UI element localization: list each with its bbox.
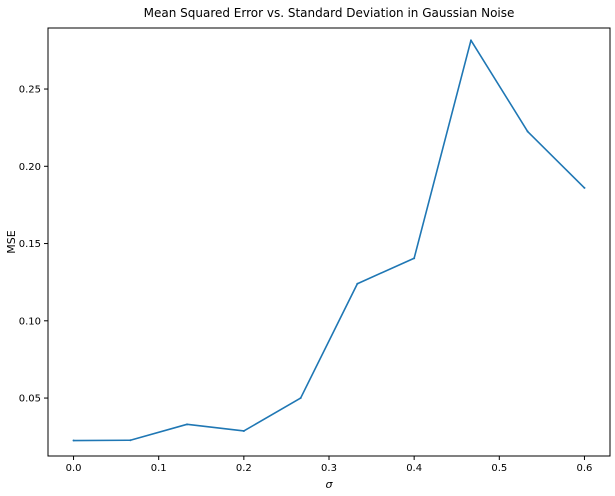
- y-tick-label: 0.05: [19, 394, 41, 405]
- data-point: [583, 186, 586, 189]
- y-tick-label: 0.20: [19, 162, 41, 173]
- x-tick-label: 0.4: [406, 463, 422, 474]
- x-tick-label: 0.3: [321, 463, 337, 474]
- series-layer: [72, 39, 586, 442]
- x-tick-label: 0.1: [151, 463, 167, 474]
- y-axis: 0.05 0.10 0.15 0.20 0.25: [19, 85, 48, 405]
- data-point: [186, 423, 189, 426]
- plot-area: [47, 27, 611, 457]
- data-point: [356, 282, 359, 285]
- data-point: [129, 439, 132, 442]
- y-tick-label: 0.25: [19, 85, 41, 96]
- chart-title: Mean Squared Error vs. Standard Deviatio…: [144, 6, 515, 20]
- data-point: [242, 429, 245, 432]
- y-tick-label: 0.10: [19, 316, 41, 327]
- x-tick-label: 0.5: [491, 463, 507, 474]
- data-point: [469, 39, 472, 42]
- y-axis-label: MSE: [5, 230, 18, 253]
- y-tick-label: 0.15: [19, 239, 41, 250]
- x-axis-label: σ: [326, 478, 334, 491]
- series-line: [73, 39, 586, 442]
- data-point: [526, 130, 529, 133]
- data-point: [72, 439, 75, 442]
- x-axis: 0.0 0.1 0.2 0.3 0.4 0.5 0.6: [66, 456, 593, 474]
- plot-frame: [47, 27, 611, 457]
- data-point: [299, 397, 302, 400]
- x-tick-label: 0.2: [236, 463, 252, 474]
- x-tick-label: 0.0: [66, 463, 82, 474]
- data-point: [413, 257, 416, 260]
- x-tick-label: 0.6: [577, 463, 593, 474]
